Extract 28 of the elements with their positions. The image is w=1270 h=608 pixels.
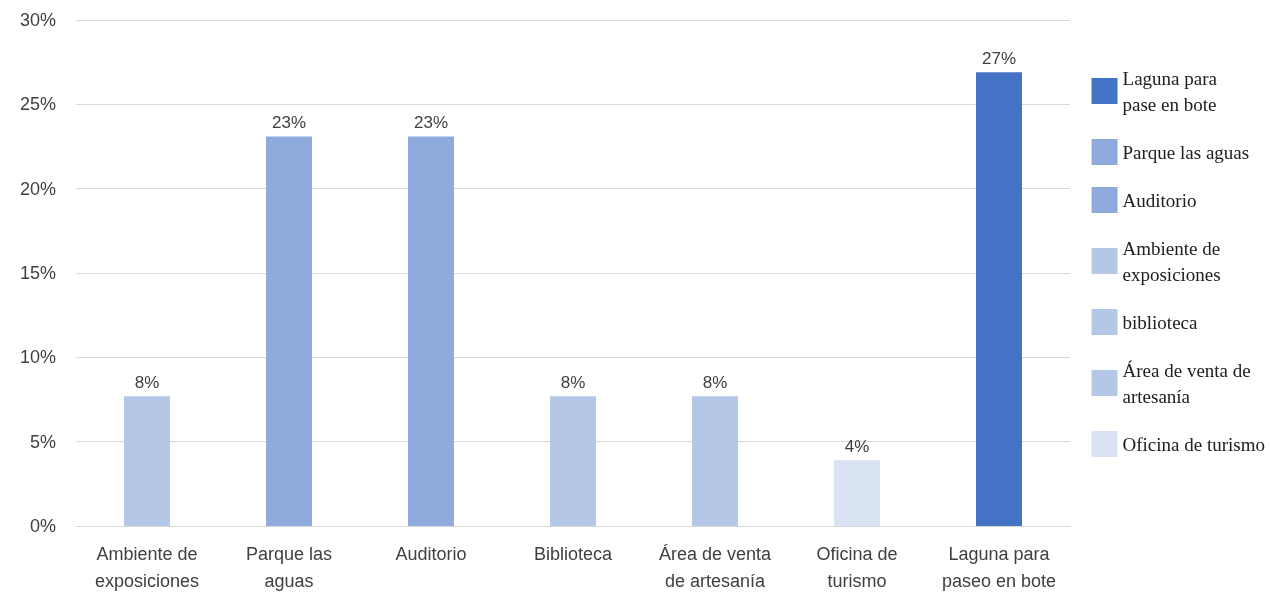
x-tick-label: Auditorio <box>395 543 467 564</box>
y-tick-label: 25% <box>19 94 56 115</box>
y-tick-label: 30% <box>19 10 56 30</box>
x-tick-label: Ambiente de exposiciones <box>94 543 200 591</box>
x-tick-label: Parque las aguas <box>245 543 333 591</box>
y-tick-label: 15% <box>19 263 56 283</box>
x-tick-label: Laguna para paseo en bote <box>941 543 1057 591</box>
legend-label: Área de venta de artesanía <box>1122 359 1251 407</box>
data-label: 23% <box>413 113 449 133</box>
y-tick-label: 0% <box>29 516 56 536</box>
legend-label: Auditorio <box>1122 189 1197 211</box>
x-tick-label: Biblioteca <box>533 543 614 564</box>
x-tick-label: Oficina de turismo <box>816 543 898 591</box>
legend-label: biblioteca <box>1122 311 1199 333</box>
legend-label: Oficina de turismo <box>1122 433 1266 455</box>
y-tick-label: 20% <box>19 178 56 199</box>
x-tick-label: Área de venta de artesanía <box>658 543 773 591</box>
data-label: 23% <box>271 113 307 133</box>
data-label: 27% <box>981 49 1017 69</box>
data-label: 4% <box>844 437 870 457</box>
y-tick-label: 10% <box>19 347 56 368</box>
legend-label: Laguna para pase en bote <box>1122 67 1218 115</box>
legend-label: Parque las aguas <box>1122 141 1250 163</box>
data-label: 8% <box>560 373 586 393</box>
y-tick-label: 5% <box>29 431 56 452</box>
legend-label: Ambiente de exposiciones <box>1122 237 1221 285</box>
data-label: 8% <box>702 373 728 393</box>
data-label: 8% <box>134 373 160 393</box>
